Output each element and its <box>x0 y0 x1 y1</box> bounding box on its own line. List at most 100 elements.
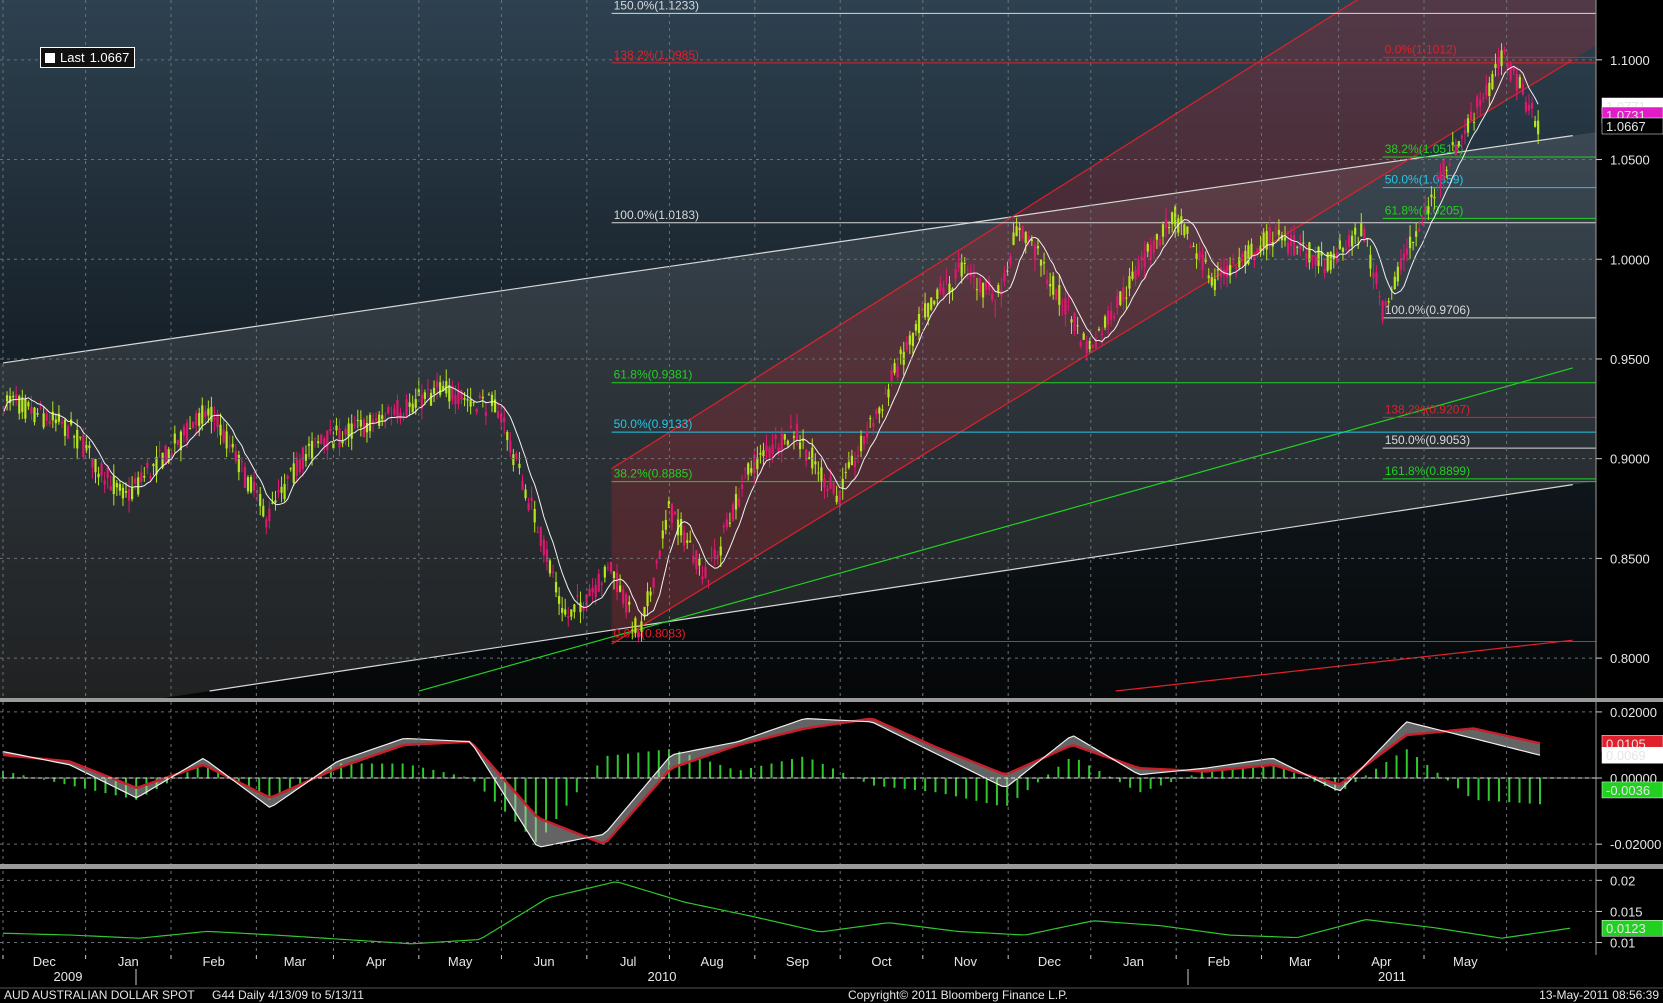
fib-label: 61.8%(0.9381) <box>614 368 693 382</box>
candle-body <box>1351 235 1354 247</box>
candle-body <box>631 629 634 631</box>
candle-body <box>408 402 411 407</box>
candle-body <box>1216 269 1219 271</box>
candle-body <box>1521 84 1524 95</box>
candle-body <box>1448 164 1451 167</box>
fib-label: 38.2%(0.8885) <box>614 467 693 481</box>
candle-body <box>689 540 692 543</box>
candle-body <box>341 440 344 444</box>
candle-body <box>673 511 677 515</box>
candle-body <box>509 440 512 453</box>
candle-body <box>259 494 262 507</box>
candle-body <box>802 440 805 442</box>
candle-body <box>192 421 195 429</box>
y-tick-label: 1.0000 <box>1610 252 1650 267</box>
candle-body <box>347 423 350 437</box>
candle-body <box>1442 160 1445 180</box>
candle-body <box>414 399 417 408</box>
candle-body <box>911 332 914 347</box>
candle-body <box>1149 244 1152 260</box>
candle-body <box>82 434 85 457</box>
candle-body <box>957 262 960 268</box>
candle-body <box>811 447 814 469</box>
candle-body <box>808 457 811 460</box>
candle-body <box>268 508 271 522</box>
x-month-label: Oct <box>871 954 892 969</box>
candle-body <box>908 335 911 345</box>
candle-body <box>1256 248 1259 256</box>
candle-body <box>277 490 280 493</box>
volatility-panel[interactable] <box>2 881 1571 945</box>
candle-body <box>948 283 951 294</box>
candle-body <box>521 480 524 491</box>
candle-body <box>1466 118 1470 133</box>
candle-body <box>27 402 30 407</box>
candle-body <box>1506 62 1509 71</box>
candle-body <box>686 540 689 543</box>
candle-body <box>1451 142 1454 145</box>
candle-body <box>1338 240 1341 249</box>
candle-body <box>698 558 701 566</box>
candle-body <box>222 429 225 443</box>
candle-body <box>1293 235 1296 256</box>
candle-body <box>33 407 36 423</box>
candle-body <box>115 482 118 488</box>
candle-body <box>442 385 445 391</box>
candle-body <box>1396 266 1399 282</box>
candle-body <box>981 282 985 298</box>
candle-body <box>881 409 884 411</box>
candle-body <box>131 487 134 500</box>
candle-body <box>332 440 335 449</box>
white-channel-fill <box>0 132 1596 698</box>
macd-tag-macd: 0.0069 <box>1606 748 1646 763</box>
candle-body <box>844 471 847 473</box>
candle-body <box>323 438 326 446</box>
candle-body <box>536 531 539 533</box>
candle-body <box>21 397 24 413</box>
candle-body <box>365 423 369 433</box>
candle-body <box>722 525 725 528</box>
candle-body <box>426 388 430 390</box>
macd-tag-macd-bg <box>1601 746 1663 764</box>
candle-body <box>954 269 957 279</box>
candle-body <box>512 454 515 465</box>
candle-body <box>460 390 463 400</box>
candle-body <box>798 442 802 450</box>
candle-body <box>1457 140 1460 146</box>
candle-body <box>1042 262 1046 264</box>
candle-body <box>1134 269 1137 280</box>
candle-body <box>137 477 140 495</box>
candle-body <box>207 408 210 416</box>
candle-body <box>1265 231 1268 250</box>
candle-body <box>680 518 683 536</box>
candle-body <box>188 427 192 429</box>
candle-body <box>381 415 384 420</box>
candle-body <box>692 555 695 563</box>
candle-body <box>933 300 936 305</box>
candle-body <box>506 431 509 441</box>
candle-body <box>176 440 179 445</box>
candle-body <box>734 494 738 510</box>
candle-body <box>1527 104 1531 111</box>
candle-body <box>173 433 176 444</box>
candle-body <box>1262 232 1265 247</box>
candle-body <box>942 287 945 296</box>
candle-body <box>622 589 625 604</box>
candle-body <box>1021 225 1024 239</box>
candle-body <box>783 434 786 440</box>
candle-body <box>1033 244 1036 260</box>
candle-body <box>1079 342 1082 347</box>
candle-body <box>725 519 728 528</box>
candle-body <box>371 419 375 424</box>
candle-body <box>1219 267 1223 278</box>
x-month-label: Apr <box>1371 954 1392 969</box>
candle-body <box>1427 206 1430 214</box>
candle-body <box>310 440 314 459</box>
candle-body <box>134 478 137 484</box>
legend-value: 1.0667 <box>89 50 130 65</box>
candle-body <box>1180 216 1183 224</box>
candle-body <box>436 381 439 388</box>
candle-body <box>15 394 18 401</box>
candle-body <box>994 308 997 310</box>
